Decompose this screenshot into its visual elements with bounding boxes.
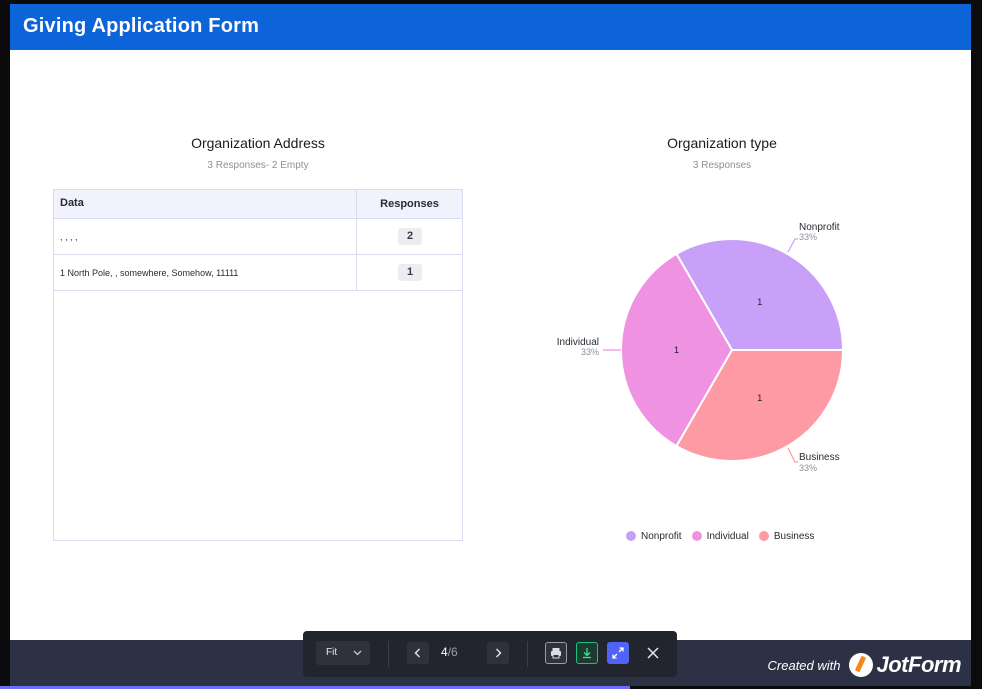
page-indicator: 4/6 [441, 645, 458, 659]
legend-label: Nonprofit [641, 530, 682, 542]
print-button[interactable] [545, 642, 567, 664]
created-with-branding[interactable]: Created with JotForm [768, 652, 961, 678]
pie-slice-nonprofit[interactable] [675, 238, 845, 351]
pie-percent-label: 33% [799, 232, 817, 242]
pie-category-label: Business [799, 452, 840, 463]
total-pages: /6 [447, 645, 458, 659]
legend-item-nonprofit[interactable]: Nonprofit [626, 531, 682, 542]
expand-icon [612, 647, 624, 659]
pie-category-label: Individual [557, 337, 599, 348]
chevron-down-icon [353, 641, 362, 674]
pie-leader-line [787, 447, 798, 463]
response-count-badge: 2 [398, 228, 422, 245]
chevron-right-icon [496, 648, 502, 658]
pie-value-label: 1 [674, 345, 679, 355]
printer-icon [551, 648, 561, 659]
pie-percent-label: 33% [799, 463, 817, 473]
row-data-value: 1 North Pole, , somewhere, Somehow, 1111… [60, 268, 239, 278]
legend-label: Individual [706, 530, 749, 542]
legend-item-business[interactable]: Business [758, 530, 815, 542]
legend-swatch [691, 531, 702, 541]
table-row: , , , , 2 [54, 219, 462, 255]
pie-slice-individual[interactable] [620, 252, 734, 448]
chart-legend: Nonprofit Individual Business [626, 529, 814, 543]
prev-page-button[interactable] [407, 642, 429, 664]
type-section-subtitle: 3 Responses [692, 160, 752, 171]
close-icon [647, 647, 659, 659]
close-button[interactable] [643, 643, 663, 663]
pie-value-label: 1 [757, 297, 762, 307]
row-responses-cell: 1 [356, 255, 462, 290]
legend-swatch [626, 531, 636, 541]
created-with-text: Created with [767, 657, 841, 673]
fullscreen-button[interactable] [607, 642, 629, 664]
pie-leader-line [787, 238, 798, 253]
brand-name: JotForm [876, 652, 962, 677]
legend-item-individual[interactable]: Individual [691, 530, 749, 542]
row-data-value: , , , , [60, 232, 78, 242]
pie-value-label: 1 [757, 393, 762, 403]
address-section-title: Organization Address [191, 135, 325, 151]
table-row: 1 North Pole, , somewhere, Somehow, 1111… [54, 255, 462, 291]
page-title: Giving Application Form [23, 15, 260, 37]
address-table: Data Responses , , , , 2 1 North Pole, ,… [53, 189, 463, 541]
column-header-data: Data [60, 197, 84, 209]
progress-bar [0, 686, 630, 689]
current-page: 4 [441, 645, 448, 659]
column-header-responses: Responses [356, 190, 462, 219]
response-count-badge: 1 [398, 264, 422, 281]
type-section-title: Organization type [667, 135, 777, 151]
report-page: Giving Application Form Organization Add… [10, 4, 971, 640]
row-responses-cell: 2 [356, 219, 462, 254]
download-icon [583, 648, 591, 659]
legend-label: Business [773, 530, 815, 542]
toolbar-divider [527, 641, 528, 667]
viewer-toolbar: Fit 4/6 [303, 631, 677, 677]
pie-percent-label: 33% [581, 347, 599, 357]
pie-category-label: Nonprofit [799, 222, 840, 233]
next-page-button[interactable] [487, 642, 509, 664]
pie-slice-business[interactable] [675, 349, 845, 462]
address-section-subtitle: 3 Responses- 2 Empty [207, 160, 309, 171]
jotform-logo-icon [848, 653, 873, 677]
download-button[interactable] [576, 642, 598, 664]
zoom-value: Fit [326, 647, 338, 658]
table-header: Data Responses [54, 190, 462, 219]
zoom-select[interactable]: Fit [316, 641, 370, 665]
pie-chart: 1 Nonprofit 33% 1 Individual 33% 1 Business 33% [530, 204, 870, 494]
report-header: Giving Application Form [10, 4, 971, 50]
legend-swatch [758, 531, 769, 541]
chevron-left-icon [414, 648, 420, 658]
toolbar-divider [388, 641, 389, 667]
